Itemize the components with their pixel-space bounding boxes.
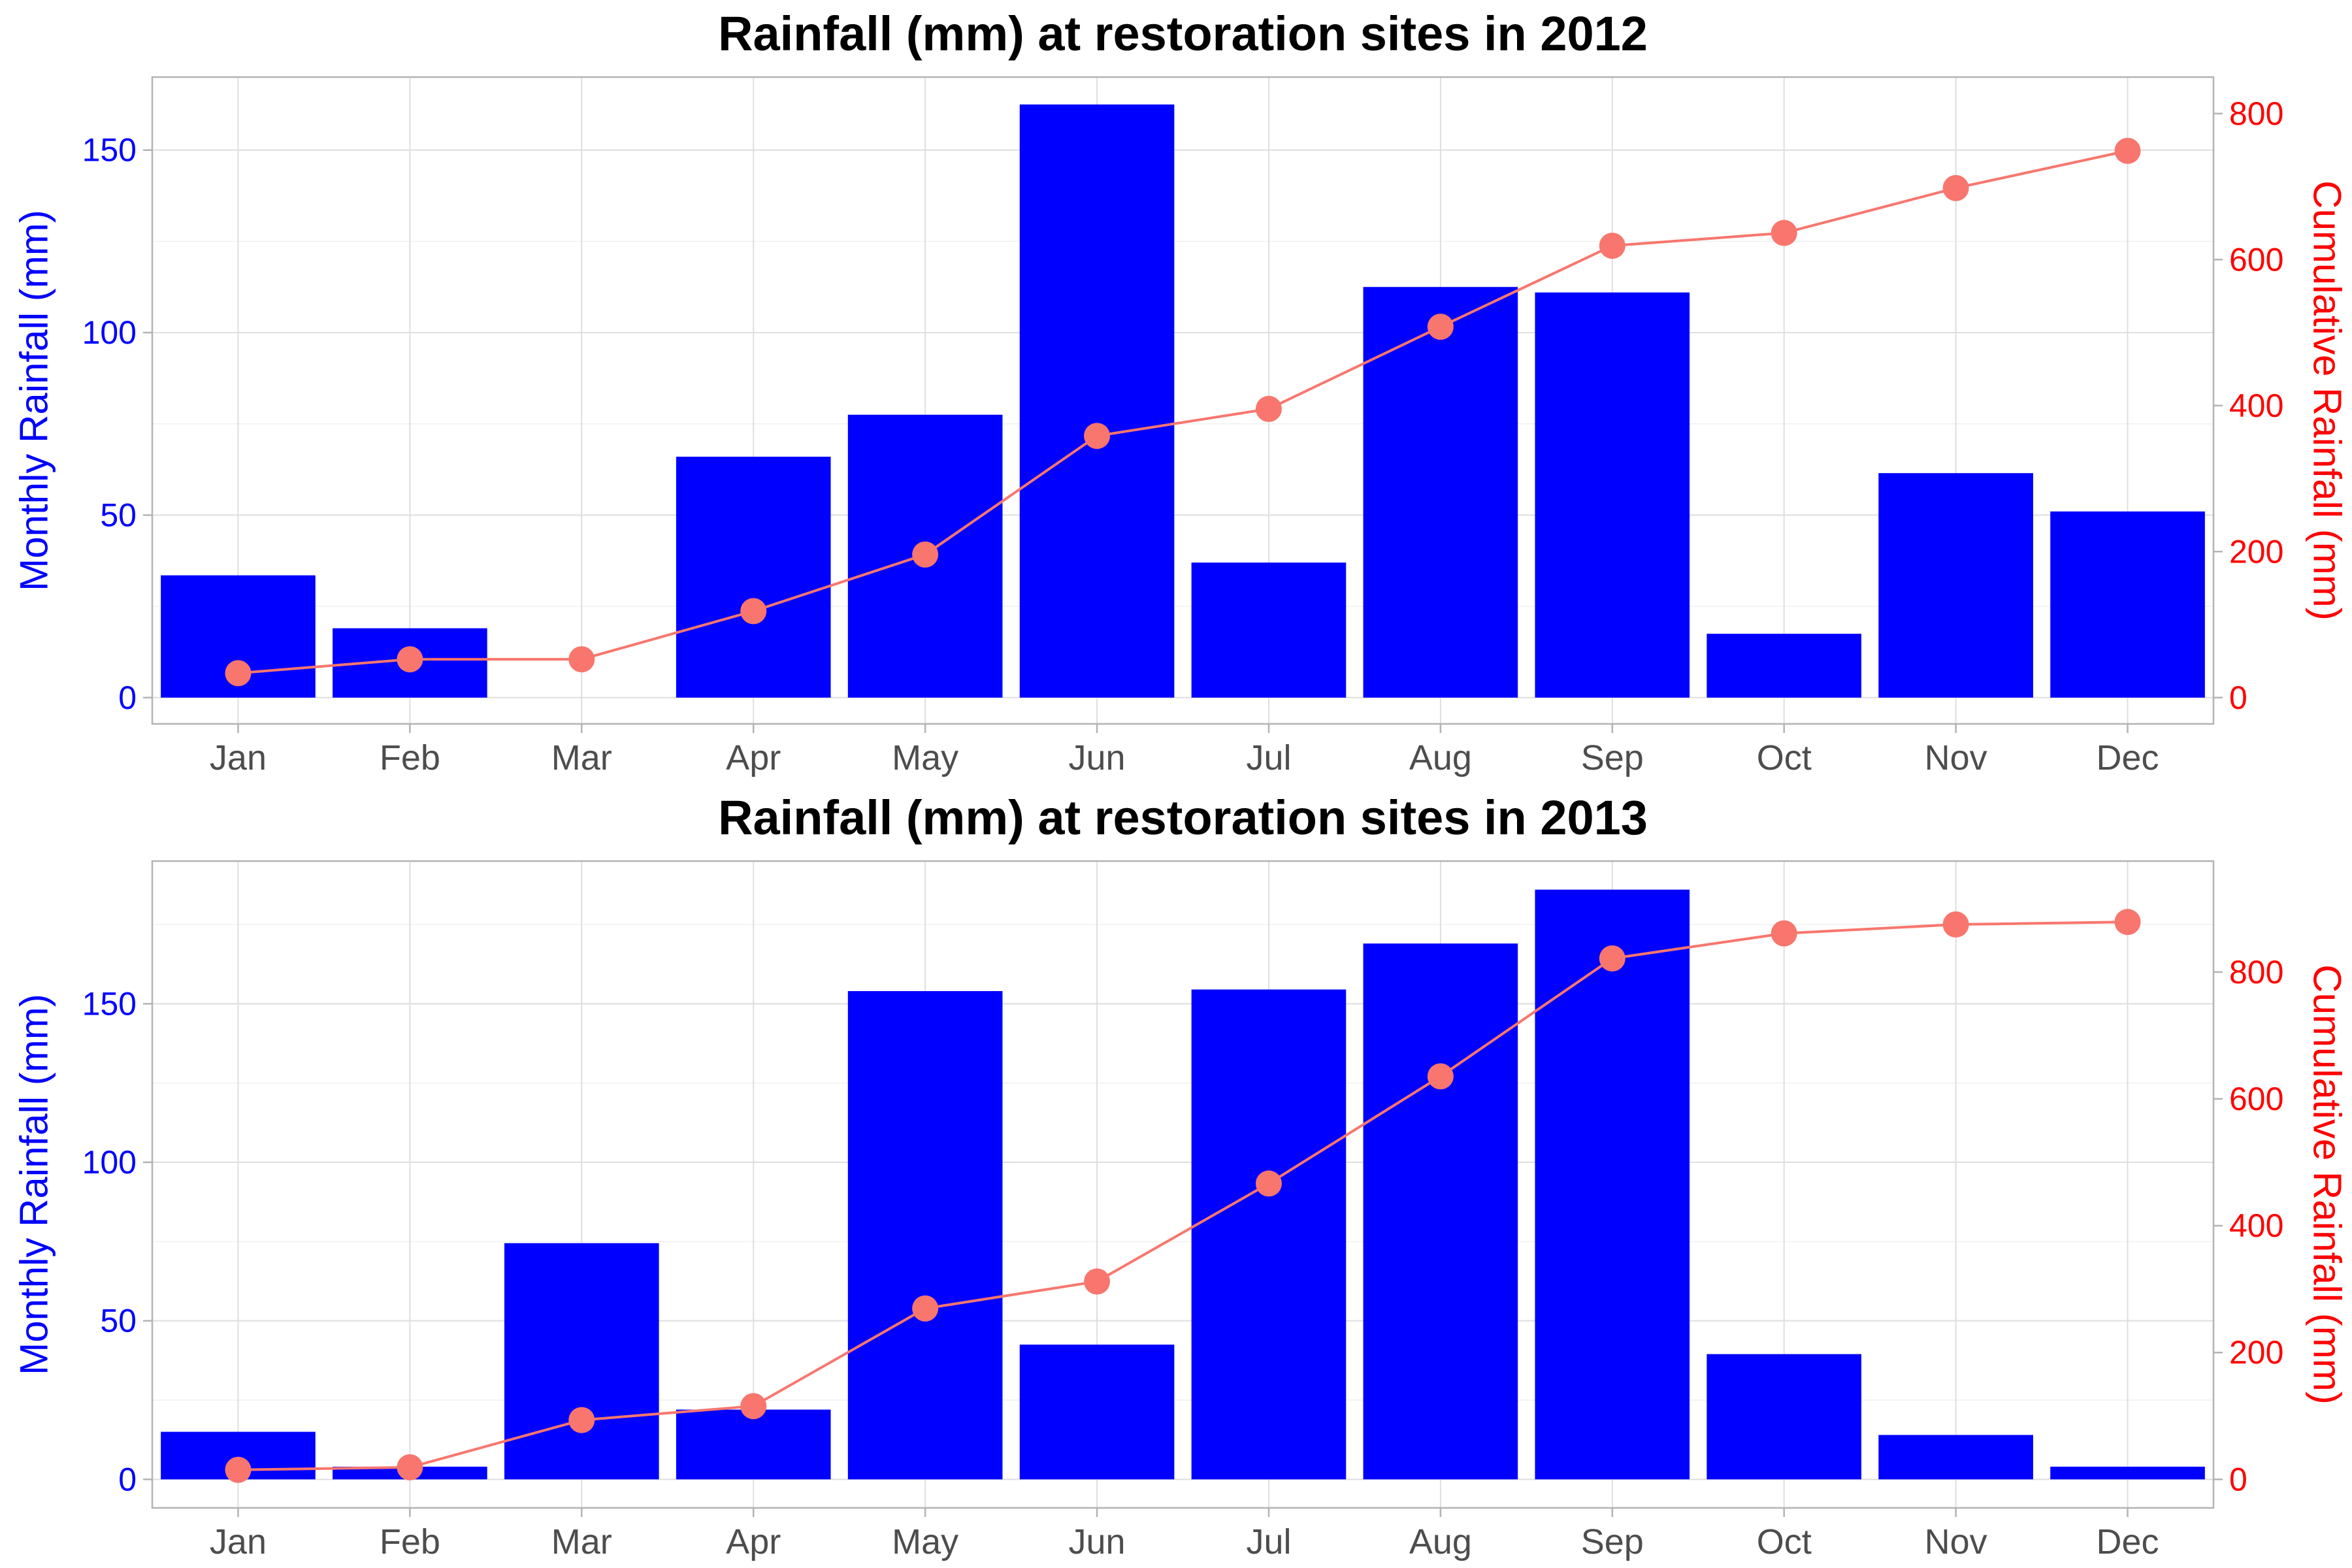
right-axis-title: Cumulative Rainfall (mm) [2306, 180, 2349, 620]
x-tick-label: Sep [1581, 1522, 1644, 1561]
cumulative-point-jun [1084, 1268, 1111, 1295]
left-tick-label: 50 [100, 1303, 137, 1339]
panel-border [151, 76, 2215, 725]
cumulative-point-jan [225, 1456, 252, 1483]
bar-jun [1019, 104, 1175, 698]
cumulative-point-mar [568, 1407, 595, 1433]
left-tick-label: 100 [82, 1144, 137, 1181]
x-tick-label: May [892, 738, 958, 777]
bar-jul [1191, 989, 1347, 1480]
cumulative-point-may [912, 541, 939, 568]
bar-may [847, 990, 1003, 1480]
x-tick-label: Jul [1246, 1522, 1291, 1561]
right-tick-label: 800 [2229, 95, 2283, 132]
x-tick-label: Mar [551, 1522, 612, 1561]
bar-dec [2050, 1466, 2205, 1480]
x-tick-label: Oct [1757, 738, 1812, 777]
bar-aug [1363, 943, 1518, 1480]
cumulative-point-nov [1942, 174, 1969, 201]
x-tick-label: Oct [1757, 1522, 1812, 1561]
left-axis-title: Monthly Rainfall (mm) [12, 994, 56, 1375]
x-tick-label: Jun [1069, 1522, 1126, 1561]
x-tick-label: Jun [1069, 738, 1126, 777]
panel-border [151, 860, 2215, 1509]
bar-aug [1363, 287, 1518, 698]
right-tick-label: 600 [2229, 1081, 2283, 1117]
bar-sep [1535, 889, 1690, 1480]
cumulative-point-nov [1942, 911, 1969, 938]
x-tick-label: Nov [1925, 738, 1987, 777]
cumulative-point-sep [1599, 233, 1625, 259]
bar-dec [2050, 511, 2205, 698]
cumulative-point-jan [225, 660, 252, 687]
cumulative-point-apr [740, 598, 767, 625]
x-tick-label: Feb [380, 738, 440, 777]
cumulative-point-oct [1771, 920, 1797, 947]
bar-nov [1878, 1435, 2033, 1480]
left-tick-label: 150 [82, 132, 137, 169]
cumulative-point-oct [1771, 220, 1797, 246]
left-tick-label: 0 [118, 679, 137, 716]
right-tick-label: 200 [2229, 1334, 2283, 1371]
x-tick-label: Nov [1925, 1522, 1987, 1561]
cumulative-point-sep [1599, 945, 1625, 972]
left-axis-title: Monthly Rainfall (mm) [12, 210, 56, 591]
cumulative-line [238, 921, 2128, 1471]
left-tick-label: 50 [100, 497, 137, 533]
bar-mar [504, 1243, 659, 1480]
right-tick-label: 200 [2229, 533, 2283, 570]
bar-jun [1019, 1345, 1175, 1480]
cumulative-point-jul [1255, 1170, 1282, 1197]
x-tick-label: Dec [2097, 1522, 2159, 1561]
left-tick-label: 0 [118, 1461, 137, 1497]
cumulative-point-feb [397, 646, 423, 673]
cumulative-point-dec [2114, 909, 2141, 936]
cumulative-point-may [912, 1295, 939, 1322]
left-tick-label: 100 [82, 314, 137, 351]
cumulative-point-mar [568, 646, 595, 673]
right-tick-label: 400 [2229, 1207, 2283, 1244]
right-tick-label: 0 [2229, 1461, 2247, 1497]
right-tick-label: 800 [2229, 954, 2283, 990]
x-tick-label: Apr [726, 1522, 781, 1561]
chart-2013: 0 50 100 150 0 200 400 600 800 Jan Feb Mar Apr May Jun… [12, 791, 2349, 1561]
bar-oct [1707, 634, 1862, 698]
x-tick-label: Jul [1246, 738, 1291, 777]
x-tick-label: May [892, 1522, 958, 1561]
x-tick-label: Jan [210, 1522, 267, 1561]
x-tick-label: Mar [551, 738, 612, 777]
right-axis-title: Cumulative Rainfall (mm) [2306, 964, 2349, 1404]
cumulative-line [238, 149, 2128, 675]
chart-2012: 0 50 100 150 0 200 400 600 800 Jan Feb Mar Apr May Jun… [12, 7, 2349, 777]
bar-sep [1535, 292, 1690, 698]
x-tick-label: Dec [2097, 738, 2159, 777]
left-tick-label: 150 [82, 985, 137, 1022]
cumulative-point-dec [2114, 137, 2141, 164]
x-tick-label: Sep [1581, 738, 1644, 777]
cumulative-point-aug [1427, 314, 1454, 340]
x-tick-label: Apr [726, 738, 781, 777]
cumulative-point-jun [1084, 423, 1111, 449]
cumulative-point-aug [1427, 1063, 1454, 1090]
bar-apr [676, 1409, 831, 1480]
x-tick-label: Aug [1409, 738, 1472, 777]
cumulative-point-apr [740, 1393, 767, 1420]
bar-nov [1878, 473, 2033, 698]
chart-title: Rainfall (mm) at restoration sites in 20… [718, 791, 1648, 845]
right-tick-label: 0 [2229, 679, 2247, 716]
right-tick-label: 600 [2229, 241, 2283, 278]
x-tick-label: Jan [210, 738, 267, 777]
right-tick-label: 400 [2229, 387, 2283, 424]
x-tick-label: Aug [1409, 1522, 1472, 1561]
bar-jul [1191, 563, 1347, 698]
cumulative-point-jul [1255, 395, 1282, 422]
x-tick-label: Feb [380, 1522, 440, 1561]
bar-oct [1707, 1354, 1862, 1480]
chart-title: Rainfall (mm) at restoration sites in 20… [718, 7, 1648, 61]
cumulative-point-feb [397, 1454, 423, 1480]
bar-apr [676, 457, 831, 698]
